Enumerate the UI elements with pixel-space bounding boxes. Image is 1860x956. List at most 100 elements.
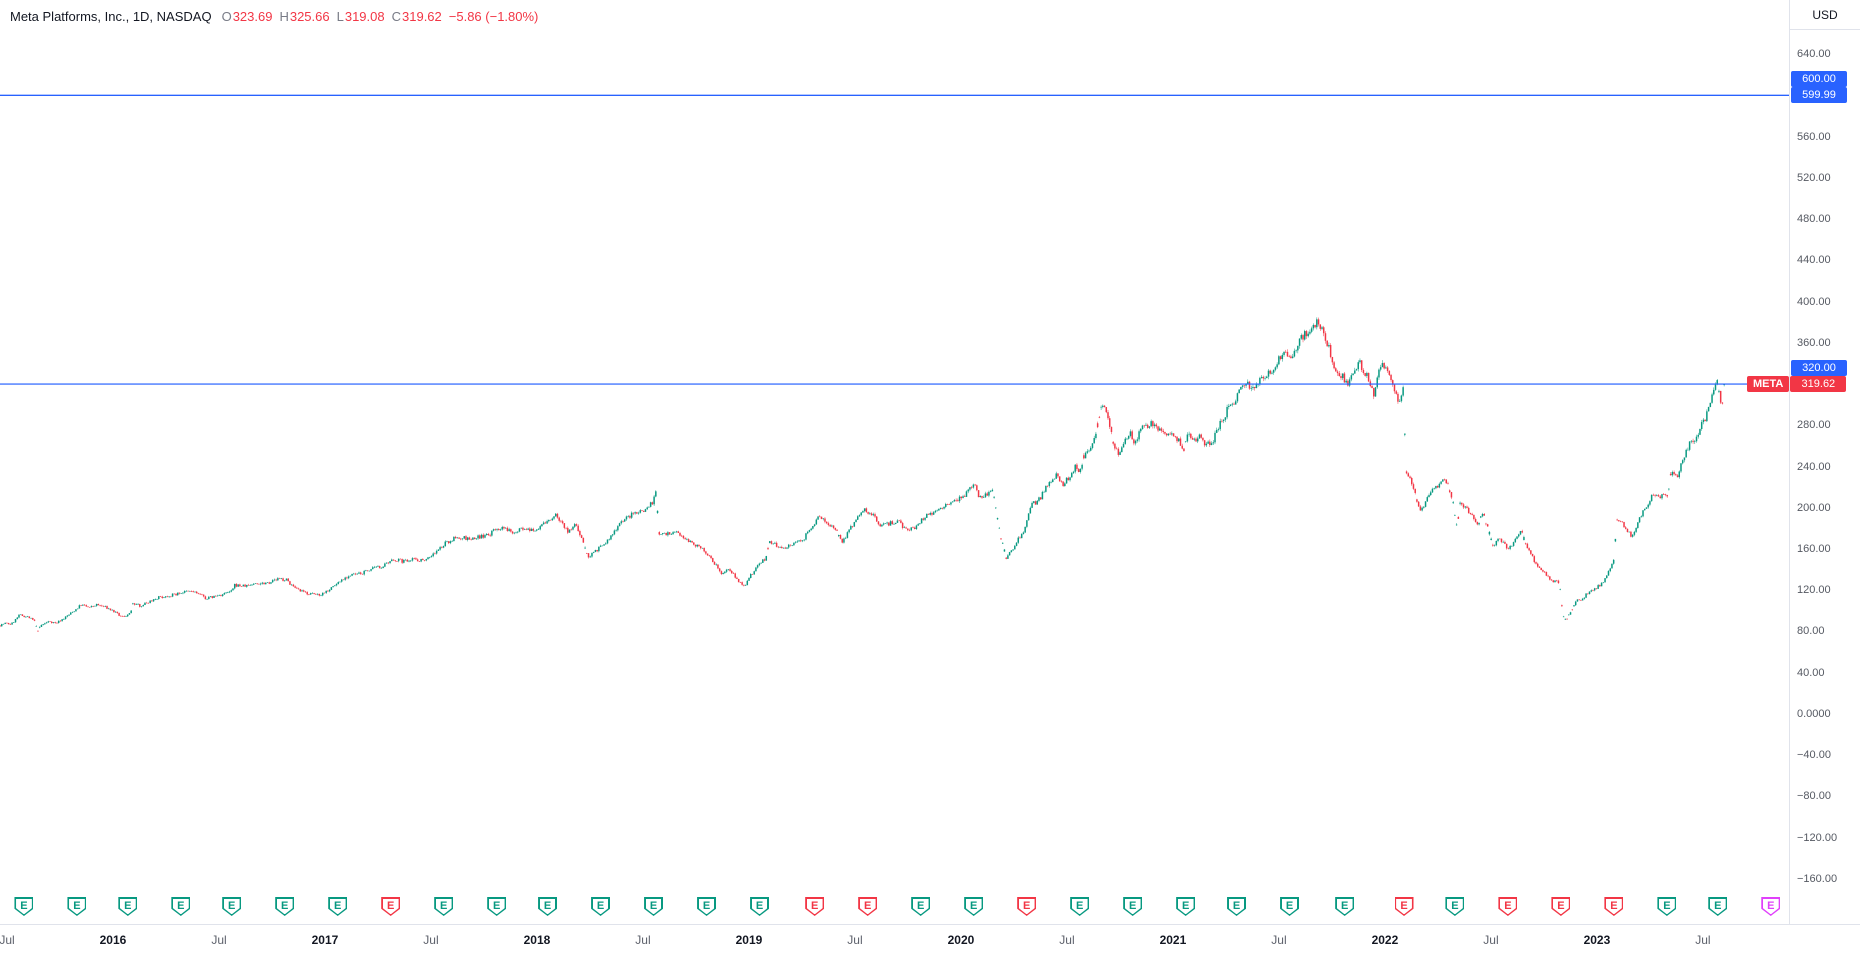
earnings-icon-face: E [1018, 898, 1035, 915]
symbol-title[interactable]: Meta Platforms, Inc., 1D, NASDAQ [10, 9, 212, 24]
earnings-icon-face: E [1228, 898, 1245, 915]
earnings-icon-face: E [69, 898, 85, 915]
earnings-icon[interactable]: E [1498, 897, 1518, 916]
price-tick: 0.0000 [1797, 707, 1831, 720]
earnings-icon-face: E [1499, 898, 1516, 915]
price-tick: 40.00 [1797, 666, 1825, 679]
earnings-icon[interactable]: E [1123, 897, 1143, 916]
time-label-month: Jul [847, 933, 863, 947]
price-change: −5.86 (−1.80%) [448, 9, 539, 24]
time-label-year: 2022 [1371, 933, 1399, 947]
earnings-icon-face: E [859, 898, 876, 915]
earnings-icon[interactable]: E [487, 897, 507, 916]
earnings-icon[interactable]: E [118, 897, 138, 916]
earnings-icon[interactable]: E [750, 897, 770, 916]
earnings-icon[interactable]: E [1551, 897, 1571, 916]
earnings-icon-face: E [1336, 898, 1353, 915]
earnings-icon[interactable]: E [67, 897, 87, 916]
earnings-icon[interactable]: E [171, 897, 191, 916]
time-label-year: 2019 [735, 933, 763, 947]
time-label-year: 2021 [1159, 933, 1187, 947]
earnings-icon[interactable]: E [222, 897, 242, 916]
earnings-icon[interactable]: E [1227, 897, 1247, 916]
earnings-icon-face: E [276, 898, 293, 915]
earnings-icon[interactable]: E [697, 897, 717, 916]
time-label-year: 2017 [311, 933, 339, 947]
earnings-icon[interactable]: E [1070, 897, 1090, 916]
earnings-icon[interactable]: E [1657, 897, 1677, 916]
earnings-icon[interactable]: E [964, 897, 984, 916]
earnings-icon[interactable]: E [858, 897, 878, 916]
earnings-icon-face: E [223, 898, 240, 915]
earnings-icon[interactable]: E [328, 897, 348, 916]
time-label-year: 2018 [523, 933, 551, 947]
earnings-icon-face: E [1446, 898, 1463, 915]
time-label-month: Jul [635, 933, 651, 947]
price-tick: 120.00 [1797, 584, 1831, 597]
earnings-icon-face: E [539, 898, 556, 915]
earnings-icon[interactable]: E [911, 897, 931, 916]
earnings-icon[interactable]: E [1017, 897, 1037, 916]
earnings-icon[interactable]: E [1604, 897, 1624, 916]
earnings-icon-face: E [1709, 898, 1726, 915]
earnings-icon[interactable]: E [1335, 897, 1355, 916]
earnings-icon-face: E [435, 898, 452, 915]
earnings-icon[interactable]: E [1445, 897, 1465, 916]
earnings-icon[interactable]: E [538, 897, 558, 916]
earnings-icon-face: E [645, 898, 662, 915]
earnings-icon-face: E [172, 898, 189, 915]
price-level-badge[interactable]: 600.00 [1791, 71, 1847, 88]
earnings-icon-face: E [382, 898, 399, 915]
time-label-month: Jul [1271, 933, 1287, 947]
time-label-month: Jul [423, 933, 439, 947]
earnings-icon[interactable]: E [1761, 897, 1781, 916]
earnings-icon[interactable]: E [1394, 897, 1414, 916]
earnings-icon-face: E [119, 898, 136, 915]
earnings-icon[interactable]: E [644, 897, 664, 916]
price-axis[interactable]: 640.00 560.00 520.00 480.00 440.00 400.00 360.… [1789, 30, 1860, 924]
ohlc-open: O323.69 [221, 9, 273, 24]
time-label-month: Jul [1483, 933, 1499, 947]
price-tick: 80.00 [1797, 625, 1825, 638]
earnings-icon-face: E [488, 898, 505, 915]
time-label-month: Jul [211, 933, 227, 947]
earnings-icon[interactable]: E [275, 897, 295, 916]
earnings-icon-face: E [806, 898, 823, 915]
earnings-icon-face: E [965, 898, 982, 915]
earnings-icon[interactable]: E [434, 897, 454, 916]
time-label-year: 2020 [947, 933, 975, 947]
earnings-icon[interactable]: E [14, 897, 34, 916]
earnings-icon[interactable]: E [805, 897, 825, 916]
price-tick: 440.00 [1797, 254, 1831, 267]
price-tick: 640.00 [1797, 48, 1831, 61]
symbol-legend: Meta Platforms, Inc., 1D, NASDAQ O323.69… [10, 9, 538, 24]
price-level-badge[interactable]: 320.00 [1791, 360, 1847, 377]
earnings-icon[interactable]: E [381, 897, 401, 916]
earnings-icon-face: E [1396, 898, 1412, 915]
price-tick: 560.00 [1797, 130, 1831, 143]
earnings-icon[interactable]: E [1708, 897, 1728, 916]
time-label-month: Jul [1059, 933, 1075, 947]
price-tick: −80.00 [1797, 790, 1831, 803]
earnings-icon[interactable]: E [1176, 897, 1196, 916]
earnings-icon[interactable]: E [1280, 897, 1300, 916]
price-tick: 400.00 [1797, 295, 1831, 308]
last-price-value: 319.62 [1790, 376, 1847, 393]
last-price-badge[interactable]: META 319.62 [1747, 376, 1847, 393]
price-tick: 160.00 [1797, 543, 1831, 556]
earnings-icon-face: E [16, 898, 32, 915]
time-label-year: 2016 [99, 933, 127, 947]
earnings-icon-face: E [698, 898, 715, 915]
ohlc-low: L319.08 [336, 9, 385, 24]
price-tick: 480.00 [1797, 213, 1831, 226]
time-axis[interactable]: Jul 2016 Jul 2017 Jul 2018 Jul 2019 Jul 2020 Jul 20… [0, 924, 1860, 956]
earnings-icon[interactable]: E [591, 897, 611, 916]
earnings-icon-face: E [1071, 898, 1088, 915]
currency-label: USD [1812, 7, 1838, 22]
earnings-icon-face: E [1281, 898, 1298, 915]
symbol-tag: META [1747, 376, 1790, 393]
price-level-badge[interactable]: 599.99 [1791, 87, 1847, 104]
price-tick: 360.00 [1797, 336, 1831, 349]
